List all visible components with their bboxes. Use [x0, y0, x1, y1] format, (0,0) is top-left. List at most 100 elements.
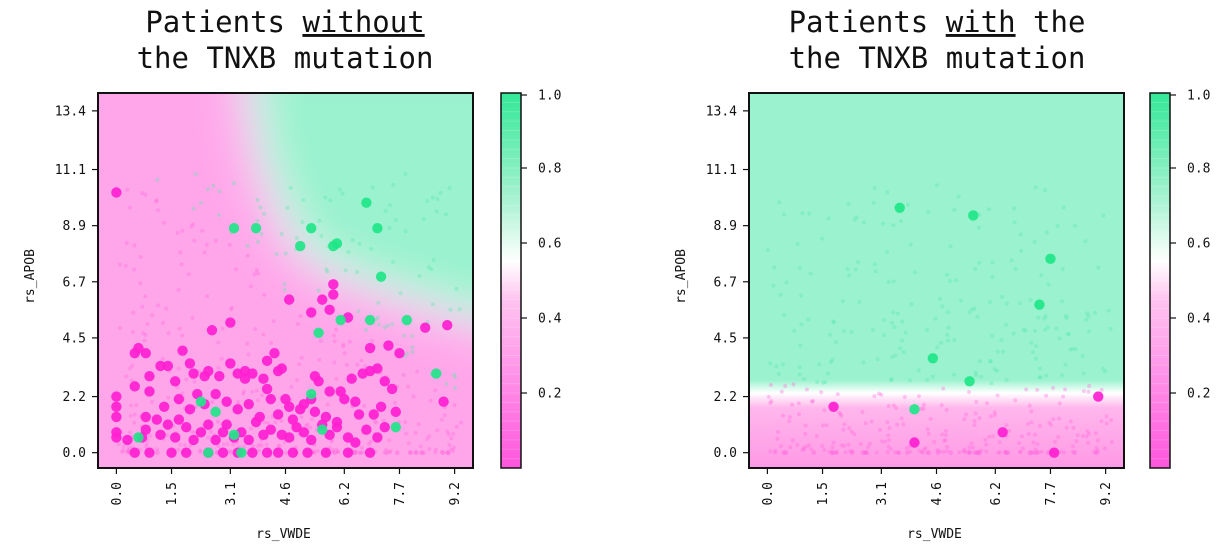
- faint-point: [178, 442, 183, 447]
- faint-point: [1003, 449, 1008, 454]
- faint-point: [162, 220, 167, 225]
- data-point-pink: [295, 404, 306, 415]
- faint-point: [998, 450, 1003, 455]
- faint-point: [1068, 347, 1073, 352]
- x-tick-label: 6.2: [989, 482, 1004, 505]
- y-tick-label: 13.4: [706, 104, 737, 119]
- faint-point: [454, 286, 459, 291]
- data-point-pink: [342, 447, 354, 458]
- faint-point: [269, 340, 274, 345]
- faint-point: [802, 377, 807, 382]
- faint-point: [282, 287, 287, 292]
- faint-point: [845, 267, 850, 272]
- faint-point: [926, 209, 931, 214]
- faint-point: [285, 205, 290, 210]
- data-point-pink: [346, 373, 357, 384]
- faint-point: [387, 450, 392, 455]
- faint-point: [227, 242, 232, 247]
- faint-point: [330, 450, 335, 455]
- faint-point: [1032, 239, 1037, 244]
- faint-point: [783, 450, 789, 456]
- data-point-pink: [269, 348, 280, 359]
- faint-point: [193, 172, 198, 177]
- faint-point: [385, 323, 390, 328]
- faint-point: [192, 238, 197, 243]
- data-point-pink: [302, 447, 313, 458]
- faint-point: [885, 190, 890, 195]
- chart-title-line1: Patients with the: [789, 5, 1086, 39]
- faint-point: [893, 353, 898, 358]
- faint-point: [862, 450, 867, 455]
- faint-point: [126, 445, 131, 450]
- faint-point: [1033, 185, 1038, 190]
- faint-point: [997, 440, 1002, 445]
- data-point-pink: [420, 322, 431, 333]
- faint-point: [259, 231, 264, 236]
- data-point-pink: [158, 401, 170, 412]
- faint-point: [408, 450, 413, 456]
- data-point-pink: [997, 427, 1008, 438]
- faint-point: [890, 320, 895, 325]
- faint-point: [843, 450, 848, 455]
- data-point-pink: [221, 396, 232, 407]
- faint-point: [1037, 423, 1042, 428]
- data-point-pink: [214, 370, 225, 382]
- data-point-pink: [364, 342, 376, 354]
- faint-point: [824, 423, 829, 428]
- faint-point: [829, 360, 834, 365]
- data-point-pink: [170, 432, 181, 443]
- faint-point: [863, 450, 869, 456]
- faint-point: [872, 262, 877, 267]
- data-point-pink: [217, 447, 229, 458]
- faint-point: [869, 419, 874, 424]
- faint-point: [1004, 301, 1009, 306]
- faint-point: [1060, 267, 1065, 272]
- data-point-green: [236, 447, 247, 458]
- faint-point: [995, 393, 1000, 398]
- faint-point: [898, 219, 903, 224]
- faint-point: [334, 447, 339, 452]
- faint-point: [1004, 322, 1009, 327]
- data-point-pink: [287, 414, 299, 425]
- faint-point: [301, 198, 306, 203]
- faint-point: [882, 333, 887, 338]
- faint-point: [773, 448, 778, 453]
- x-tick-label: 1.5: [816, 482, 831, 505]
- faint-point: [952, 338, 957, 343]
- faint-point: [853, 267, 858, 272]
- faint-point: [937, 449, 942, 454]
- data-point-green: [313, 327, 324, 338]
- faint-point: [236, 399, 241, 404]
- faint-point: [217, 189, 222, 194]
- faint-point: [787, 415, 792, 420]
- y-tick-label: 4.5: [714, 331, 737, 346]
- faint-point: [988, 358, 993, 363]
- faint-point: [781, 362, 786, 367]
- data-point-pink: [144, 447, 155, 458]
- faint-point: [1026, 431, 1031, 436]
- data-point-pink: [261, 355, 273, 367]
- faint-point: [984, 401, 989, 406]
- faint-points: [765, 183, 1114, 456]
- faint-point: [822, 408, 827, 413]
- faint-point: [191, 206, 196, 211]
- faint-point: [175, 230, 180, 235]
- data-point-pink: [140, 411, 151, 423]
- faint-point: [317, 357, 322, 362]
- faint-point: [125, 187, 130, 192]
- data-point-pink: [210, 434, 221, 446]
- faint-point: [846, 201, 851, 206]
- data-point-pink: [111, 432, 122, 443]
- x-tick-label: 9.2: [448, 482, 463, 505]
- colorbar-tick-label: 0.6: [1187, 237, 1210, 252]
- faint-point: [248, 284, 253, 289]
- faint-point: [968, 450, 973, 455]
- faint-point: [864, 450, 869, 456]
- faint-point: [1043, 188, 1048, 193]
- faint-point: [1072, 450, 1078, 456]
- faint-point: [879, 392, 884, 397]
- faint-point: [130, 363, 135, 368]
- faint-point: [766, 394, 771, 399]
- faint-point: [202, 250, 207, 255]
- faint-point: [357, 241, 362, 246]
